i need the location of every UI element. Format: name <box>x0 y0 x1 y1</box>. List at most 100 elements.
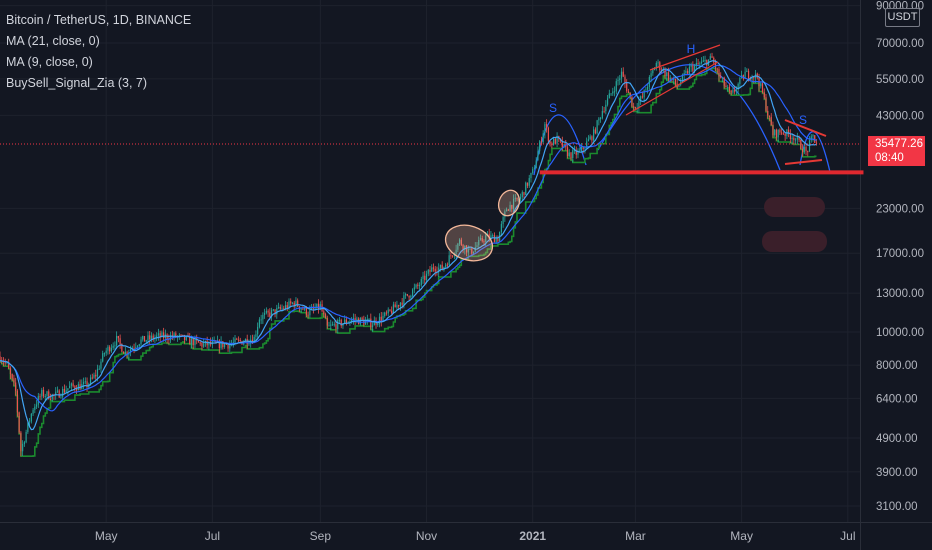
candle-body <box>767 110 769 116</box>
candle-body <box>779 129 781 133</box>
candle-body <box>648 77 650 87</box>
candle <box>9 366 12 379</box>
candle-body <box>606 98 609 105</box>
candle <box>279 304 281 311</box>
candle-body <box>793 137 795 141</box>
candle-body <box>478 239 480 246</box>
price-axis[interactable]: 90000.0070000.0055000.0043000.0023000.00… <box>876 1 924 513</box>
candle <box>627 88 630 93</box>
candle-body <box>394 304 396 308</box>
candle <box>760 82 762 89</box>
candle <box>493 232 496 243</box>
candle-body <box>312 307 314 309</box>
candle-body <box>798 137 800 140</box>
candle <box>77 381 79 391</box>
candle <box>768 115 771 121</box>
candle-body <box>485 235 487 242</box>
candle-body <box>284 305 287 309</box>
candle-body <box>149 335 151 340</box>
candle-body <box>124 351 126 354</box>
candle <box>340 318 342 329</box>
candle-body <box>82 382 85 384</box>
candle-body <box>239 339 241 342</box>
candle-body <box>223 343 226 348</box>
candle-body <box>650 73 652 78</box>
signal-legend[interactable]: BuySell_Signal_Zia (3, 7) <box>6 76 148 90</box>
candle-body <box>417 284 419 286</box>
candle-body <box>681 74 684 82</box>
candle <box>79 379 81 391</box>
candle-body <box>75 389 78 391</box>
candle-body <box>262 314 264 320</box>
candle <box>114 341 116 351</box>
candle-body <box>222 341 224 348</box>
candle <box>63 384 66 394</box>
candle-body <box>295 300 297 306</box>
candle <box>427 268 429 277</box>
candle-body <box>63 388 66 393</box>
candle-body <box>227 344 229 349</box>
candle <box>27 422 29 434</box>
candle-body <box>62 388 64 397</box>
candle-body <box>39 396 41 398</box>
candle-body <box>305 307 307 315</box>
candle <box>258 317 260 329</box>
candle-body <box>371 325 374 328</box>
candle <box>800 137 802 150</box>
candle <box>438 263 440 277</box>
candle <box>807 150 809 157</box>
candle-body <box>420 278 422 286</box>
candle <box>18 411 20 434</box>
candle <box>446 262 449 268</box>
candle-body <box>302 308 304 310</box>
candle <box>117 335 119 343</box>
candle <box>655 61 657 71</box>
candle-body <box>51 394 53 400</box>
candle-body <box>215 340 217 343</box>
candle-body <box>424 275 426 281</box>
candle <box>163 327 165 342</box>
candle <box>572 146 574 163</box>
candle-body <box>479 238 482 240</box>
candle-body <box>411 289 414 296</box>
candle <box>718 66 720 82</box>
candle <box>478 236 480 250</box>
ma9-legend[interactable]: MA (9, close, 0) <box>6 55 93 69</box>
candle-body <box>338 319 341 321</box>
time-tick-label: Mar <box>625 529 646 543</box>
candle <box>465 244 468 257</box>
time-tick-label: 2021 <box>519 529 546 543</box>
symbol-title[interactable]: Bitcoin / TetherUS, 1D, BINANCE <box>6 13 192 27</box>
candle <box>157 328 160 341</box>
candle <box>512 194 515 214</box>
candle <box>199 341 201 346</box>
moving-averages <box>0 60 817 431</box>
candle-body <box>373 320 375 326</box>
candle-body <box>542 133 544 143</box>
candle-body <box>403 295 405 305</box>
time-axis[interactable]: May Jul Sep Nov 2021 Mar May Jul <box>95 529 856 543</box>
candle <box>411 288 414 298</box>
candle <box>744 67 746 79</box>
candle <box>716 67 718 74</box>
candle-body <box>458 239 461 244</box>
candle-body <box>58 390 60 398</box>
candle-body <box>406 294 408 296</box>
candle-body <box>11 374 13 379</box>
candle-body <box>229 344 231 349</box>
candle <box>789 129 791 144</box>
candle <box>502 213 504 228</box>
candle-body <box>107 346 109 351</box>
candle-body <box>225 343 227 345</box>
candle-body <box>291 302 294 304</box>
candle-body <box>333 324 335 326</box>
currency-label[interactable]: USDT <box>885 8 920 27</box>
ma21-legend[interactable]: MA (21, close, 0) <box>6 34 100 48</box>
candle <box>331 321 334 326</box>
candle-body <box>270 310 273 317</box>
candle-body <box>28 421 31 423</box>
candle-body <box>13 378 15 383</box>
candle <box>152 333 154 342</box>
candle-body <box>135 347 137 349</box>
